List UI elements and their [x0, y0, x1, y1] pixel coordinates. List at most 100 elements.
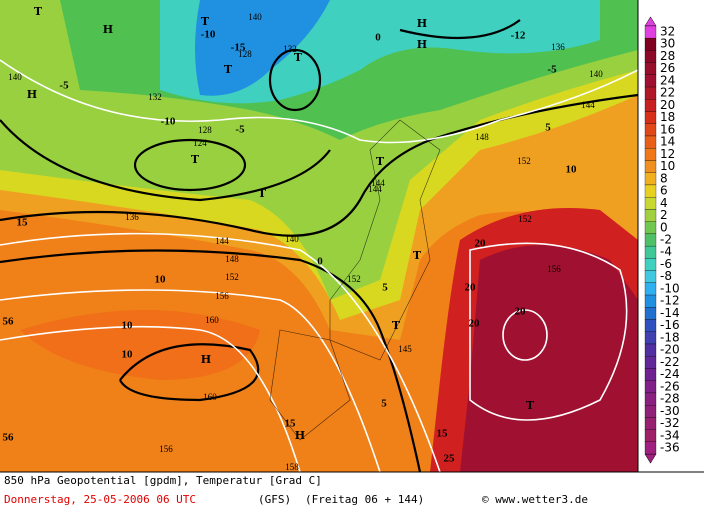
map-label: 144 — [215, 236, 229, 246]
map-label: 20 — [465, 282, 477, 294]
legend-label: -34 — [660, 428, 680, 442]
legend-arrow-bottom — [644, 453, 657, 464]
legend-label: -26 — [660, 379, 680, 393]
legend-label: -30 — [660, 404, 680, 418]
legend-label: 8 — [660, 171, 668, 185]
legend-swatch — [644, 258, 657, 271]
map-label: T — [34, 5, 43, 18]
footer-date: Donnerstag, 25-05-2006 06 UTC — [4, 493, 196, 506]
map-label: 158 — [285, 462, 299, 472]
legend-swatch — [644, 111, 657, 124]
map-label: -5 — [59, 80, 69, 92]
legend-swatch — [644, 50, 657, 63]
map-label: 124 — [193, 138, 207, 148]
legend-label: 0 — [660, 220, 668, 234]
map-label: 10 — [155, 274, 167, 286]
map-label: -10 — [161, 116, 176, 128]
legend-swatch — [644, 307, 657, 320]
legend-label: -18 — [660, 330, 680, 344]
map-label: 132 — [283, 44, 297, 54]
map-label: 128 — [198, 125, 212, 135]
legend-swatch — [644, 294, 657, 308]
legend-label: -14 — [660, 306, 680, 320]
map-label: 132 — [148, 92, 162, 102]
map-label: 10 — [566, 164, 578, 176]
legend-swatch — [644, 123, 657, 137]
legend-swatch — [644, 392, 657, 406]
map-label: 136 — [125, 212, 139, 222]
map-label: 140 — [8, 72, 22, 82]
legend-swatch — [644, 221, 657, 235]
legend-label: -32 — [660, 416, 680, 430]
legend-label: -6 — [660, 257, 672, 271]
legend-label: 20 — [660, 98, 675, 112]
legend-swatch — [644, 160, 657, 173]
map-label: 156 — [215, 291, 229, 301]
legend-swatch — [644, 172, 657, 186]
legend-label: -12 — [660, 294, 680, 308]
legend-swatch — [644, 62, 657, 75]
map-label: H — [295, 429, 305, 442]
map-label: 15 — [17, 217, 29, 229]
legend-swatch — [644, 197, 657, 210]
map-label: H — [27, 88, 37, 101]
map-label: T — [258, 187, 267, 200]
map-label: T — [224, 63, 233, 76]
map-label: 20 — [469, 318, 481, 330]
legend-label: 26 — [660, 61, 675, 75]
map-label: 25 — [444, 453, 456, 465]
legend-swatch — [644, 209, 657, 222]
legend-swatch — [644, 148, 657, 161]
legend-swatch — [644, 86, 657, 100]
legend-swatch — [644, 368, 657, 381]
legend-swatch — [644, 233, 657, 247]
legend-swatch — [644, 417, 657, 430]
legend-label: 12 — [660, 147, 675, 161]
legend-label: -4 — [660, 245, 672, 259]
map-label: 5 — [381, 398, 387, 410]
map-label: 160 — [205, 315, 219, 325]
map-label: T — [392, 319, 401, 332]
legend-label: 22 — [660, 86, 675, 100]
map-label: 148 — [475, 132, 489, 142]
legend-swatch — [644, 441, 657, 455]
map-label: H — [417, 17, 427, 30]
legend-arrow-top — [644, 16, 657, 27]
map-label: T — [294, 51, 303, 64]
map-label: 15 — [285, 418, 297, 430]
map-label: -15 — [231, 42, 246, 54]
legend-swatch — [644, 25, 657, 39]
map-label: 128 — [238, 49, 252, 59]
map-label: T — [201, 15, 210, 28]
legend-label: 4 — [660, 196, 668, 210]
map-label: 152 — [517, 156, 531, 166]
map-label: 0 — [375, 32, 381, 44]
legend-swatch — [644, 282, 657, 296]
map-label: 140 — [248, 12, 262, 22]
map-label: H — [103, 23, 113, 36]
map-label: 144 — [368, 184, 382, 194]
map-label: 10 — [122, 320, 134, 332]
legend-swatch — [644, 429, 657, 443]
map-label: 140 — [589, 69, 603, 79]
legend-label: -8 — [660, 269, 672, 283]
legend-swatch — [644, 74, 657, 88]
legend-label: 2 — [660, 208, 668, 222]
legend-label: 24 — [660, 73, 675, 87]
legend-swatch — [644, 99, 657, 112]
footer-run: (Freitag 06 + 144) — [305, 493, 424, 506]
legend-swatch — [644, 184, 657, 198]
map-label: H — [417, 38, 427, 51]
legend-swatch — [644, 135, 657, 149]
legend-label: -24 — [660, 367, 680, 381]
legend-label: -22 — [660, 355, 680, 369]
map-label: 156 — [159, 444, 173, 454]
legend-label: -36 — [660, 441, 680, 455]
legend-swatch — [644, 405, 657, 418]
legend-swatch — [644, 245, 657, 259]
map-label: 5 — [382, 282, 388, 294]
map-label: 148 — [225, 254, 239, 264]
footer-credit: © www.wetter3.de — [482, 493, 588, 506]
